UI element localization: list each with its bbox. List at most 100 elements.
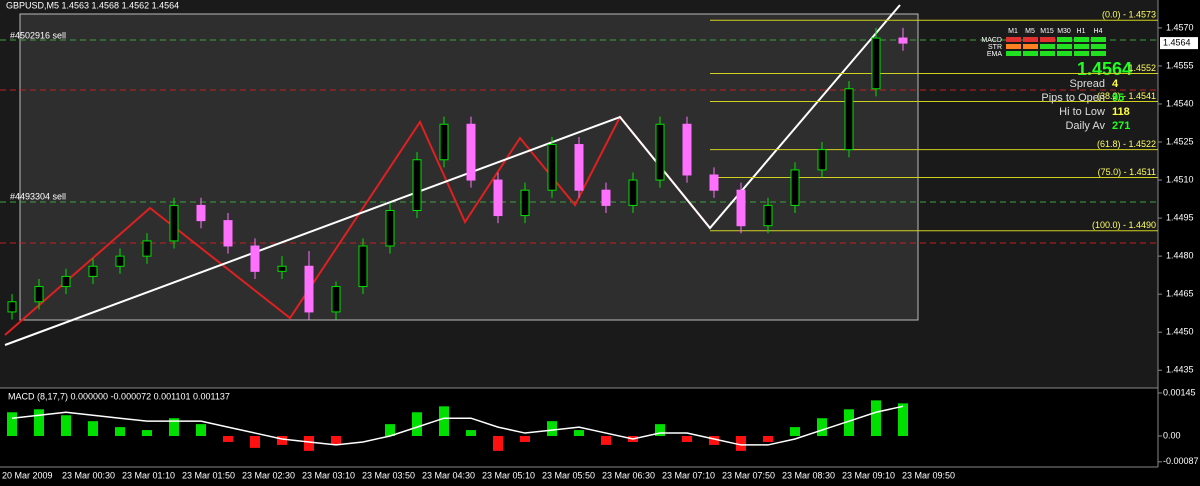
- candle-body: [250, 245, 260, 272]
- fib-label: (100.0) - 1.4490: [1092, 220, 1156, 230]
- y-tick-label: 0.00145: [1163, 387, 1196, 397]
- y-tick-label: 0.00: [1163, 430, 1181, 440]
- macd-bar: [34, 409, 44, 437]
- x-tick-label: 23 Mar 09:10: [842, 470, 895, 480]
- signal-cell: [1006, 37, 1021, 42]
- fib-label: (75.0) - 1.4511: [1098, 167, 1156, 177]
- macd-bar: [169, 418, 179, 437]
- signal-cell: [1006, 51, 1021, 56]
- panel-label: Daily Av: [1065, 120, 1105, 132]
- candle-body: [142, 240, 152, 257]
- candle-body: [304, 265, 314, 313]
- x-tick-label: 23 Mar 03:10: [302, 470, 355, 480]
- x-tick-label: 23 Mar 08:30: [782, 470, 835, 480]
- axis-bg: [1158, 0, 1200, 481]
- panel-value: 271: [1112, 120, 1130, 132]
- x-tick-label: 23 Mar 09:50: [902, 470, 955, 480]
- candle-body: [844, 88, 854, 151]
- macd-bar: [736, 436, 746, 451]
- candle-body: [88, 265, 98, 277]
- y-tick-label: 1.4465: [1166, 289, 1194, 299]
- macd-bar: [223, 436, 233, 442]
- macd-bar: [790, 427, 800, 437]
- macd-bar: [871, 400, 881, 437]
- fib-label: 1.4552: [1128, 63, 1156, 73]
- signal-cell: [1040, 37, 1055, 42]
- symbol-line: GBPUSD,M5 1.4563 1.4568 1.4562 1.4564: [6, 0, 179, 10]
- signal-cell: [1057, 51, 1072, 56]
- fib-label: (0.0) - 1.4573: [1102, 10, 1156, 20]
- y-tick-label: 1.4435: [1166, 365, 1194, 375]
- timeframe: M1: [1008, 28, 1018, 35]
- y-tick-label: 1.4480: [1166, 251, 1194, 261]
- x-tick-label: 23 Mar 03:50: [362, 470, 415, 480]
- candle-body: [871, 37, 881, 90]
- panel-value: 4: [1112, 78, 1119, 90]
- macd-bar: [304, 436, 314, 451]
- panel-value: 95: [1112, 92, 1124, 104]
- signal-cell: [1091, 51, 1106, 56]
- candle-body: [466, 123, 476, 181]
- macd-bar: [601, 436, 611, 445]
- signal-cell: [1040, 44, 1055, 49]
- indicator: MACD: [981, 37, 1002, 44]
- candle-body: [61, 275, 71, 288]
- y-tick-label: 1.4450: [1166, 327, 1194, 337]
- signal-cell: [1023, 51, 1038, 56]
- macd-bar: [763, 436, 773, 442]
- candle-body: [682, 123, 692, 176]
- candle-body: [358, 245, 368, 288]
- macd-bar: [385, 424, 395, 437]
- timeframe: M30: [1057, 28, 1071, 35]
- order-label: #4493304 sell: [10, 191, 66, 201]
- candle-body: [196, 204, 206, 222]
- macd-bar: [493, 436, 503, 451]
- candle-body: [385, 209, 395, 247]
- y-tick-label: -0.00087: [1163, 456, 1199, 466]
- timeframe: H4: [1094, 28, 1103, 35]
- indicator: EMA: [987, 51, 1003, 58]
- macd-bar: [277, 436, 287, 445]
- candle-body: [439, 123, 449, 161]
- candle-body: [34, 286, 44, 303]
- price-tag-label: 1.4564: [1163, 37, 1191, 47]
- panel-label: Spread: [1070, 78, 1105, 90]
- macd-bar: [142, 430, 152, 437]
- timeframe: M5: [1025, 28, 1035, 35]
- signal-cell: [1074, 37, 1089, 42]
- panel-value: 118: [1112, 106, 1130, 118]
- candle-body: [655, 123, 665, 181]
- x-tick-label: 23 Mar 04:30: [422, 470, 475, 480]
- candle-body: [412, 159, 422, 211]
- x-tick-label: 23 Mar 01:10: [122, 470, 175, 480]
- candle-body: [790, 169, 800, 206]
- y-tick-label: 1.4540: [1166, 98, 1194, 108]
- y-tick-label: 1.4570: [1166, 22, 1194, 32]
- signal-cell: [1006, 44, 1021, 49]
- candle-body: [493, 179, 503, 217]
- macd-bar: [574, 430, 584, 437]
- macd-bar: [520, 436, 530, 442]
- signal-cell: [1057, 37, 1072, 42]
- price-tag: [1160, 37, 1198, 50]
- macd-bar: [7, 412, 17, 437]
- y-tick-label: 1.4495: [1166, 212, 1194, 222]
- candle-body: [331, 286, 341, 313]
- signal-cell: [1074, 44, 1089, 49]
- macd-bar: [439, 406, 449, 437]
- y-tick-label: 1.4510: [1166, 174, 1194, 184]
- macd-signal: [11, 405, 904, 446]
- x-tick-label: 23 Mar 05:50: [542, 470, 595, 480]
- panel-label: Hi to Low: [1059, 106, 1105, 118]
- macd-bar: [547, 421, 557, 437]
- fib-label: (38.2) - 1.4541: [1097, 91, 1156, 101]
- candle-body: [169, 204, 179, 242]
- macd-bar: [196, 424, 206, 437]
- candle-body: [628, 179, 638, 206]
- candle-body: [547, 144, 557, 191]
- macd-bar: [655, 424, 665, 437]
- signal-cell: [1023, 37, 1038, 42]
- macd-bar: [817, 418, 827, 437]
